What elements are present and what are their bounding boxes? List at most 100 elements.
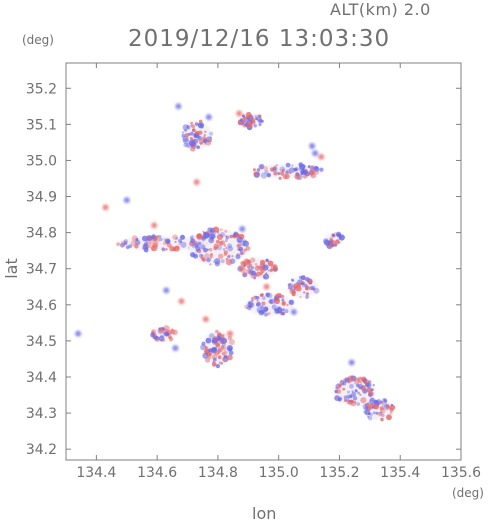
echo-speckle: [386, 403, 390, 407]
echo-speckle: [258, 123, 262, 126]
echo-speckle: [389, 404, 396, 411]
echo-speckle: [231, 255, 234, 258]
echo-speckle: [255, 271, 261, 277]
echo-speckle: [161, 326, 164, 329]
echo-region: [237, 111, 264, 131]
echo-speckle: [162, 241, 167, 246]
echo-speckle: [264, 169, 269, 174]
echo-speckle: [209, 263, 212, 266]
echo-speckle: [225, 246, 228, 250]
y-unit-label: (deg): [22, 33, 54, 47]
echo-speckle: [270, 264, 277, 271]
echo-speckle: [255, 117, 259, 121]
echo-speckle: [302, 169, 308, 175]
echo-speckle: [342, 387, 346, 391]
echo-speckle: [194, 242, 199, 248]
echo-speckle: [200, 256, 204, 260]
echo-speckle: [357, 391, 360, 395]
echo-speckle: [177, 238, 182, 243]
echo-speckle: [249, 263, 253, 267]
echo-speckle: [173, 245, 180, 252]
echo-speckle: [261, 295, 266, 301]
x-unit-label: (deg): [452, 486, 484, 500]
echo-speckle: [300, 282, 304, 286]
echo-region-base: [117, 236, 209, 251]
echo-speckle: [123, 241, 128, 246]
echo-speckle: [284, 309, 289, 314]
echo-speckle: [367, 406, 372, 411]
x-tick-label: 135.2: [319, 465, 359, 481]
echo-speckle: [263, 273, 270, 280]
echo-speckle: [260, 305, 264, 310]
isolated-echo: [202, 316, 209, 323]
echo-speckle: [291, 279, 295, 282]
echo-speckle: [304, 283, 308, 288]
echo-speckle: [186, 143, 192, 148]
echo-speckle: [267, 312, 271, 316]
echo-speckle: [192, 128, 196, 132]
echo-speckle: [199, 123, 203, 127]
echo-speckle: [116, 242, 120, 247]
echo-speckle: [194, 122, 199, 126]
echo-speckle: [364, 406, 369, 411]
echo-speckle: [340, 379, 343, 382]
echo-speckle: [214, 235, 217, 238]
echo-region: [237, 257, 278, 280]
echo-speckle: [294, 173, 301, 180]
echo-speckle: [302, 174, 308, 179]
echo-region: [333, 375, 376, 407]
echo-speckle: [390, 403, 394, 407]
echo-speckle: [244, 304, 249, 309]
echo-speckle: [270, 167, 275, 172]
echo-speckle: [302, 285, 305, 288]
echo-speckle: [154, 238, 160, 244]
echo-speckle: [161, 338, 165, 342]
echo-speckle: [223, 354, 228, 359]
echo-speckle: [289, 171, 292, 174]
echo-speckle: [203, 247, 208, 253]
echo-speckle: [227, 243, 233, 249]
echo-speckle: [220, 345, 225, 349]
isolated-echo: [151, 222, 158, 229]
echo-speckle: [298, 162, 304, 167]
echo-speckle: [201, 255, 206, 260]
echo-speckle: [331, 243, 335, 247]
y-tick-label: 34.2: [26, 442, 57, 458]
echo-speckle: [141, 235, 148, 242]
echo-speckle: [309, 165, 315, 171]
echo-speckle: [286, 303, 289, 307]
isolated-echo: [205, 114, 212, 121]
echo-speckle: [355, 383, 360, 388]
echo-region: [244, 292, 295, 317]
echo-region: [362, 397, 396, 422]
x-axis-title: lon: [252, 504, 277, 523]
y-tick-label: 34.9: [26, 190, 57, 206]
echo-speckle: [242, 273, 247, 277]
echo-speckle: [292, 290, 296, 295]
echo-speckle: [225, 259, 233, 266]
isolated-echo: [236, 110, 243, 117]
echo-speckle: [193, 253, 198, 259]
echo-speckle: [246, 116, 249, 119]
echo-speckle: [360, 397, 367, 404]
timestamp-title: 2019/12/16 13:03:30: [128, 26, 391, 52]
echo-speckle: [222, 333, 225, 337]
echo-speckle: [264, 312, 268, 317]
echo-speckle: [300, 275, 306, 281]
echo-speckle: [298, 166, 305, 172]
echo-speckle: [199, 141, 203, 145]
echo-speckle: [254, 263, 258, 266]
echo-speckle: [246, 122, 253, 129]
isolated-echo: [239, 226, 246, 233]
echo-speckle: [267, 260, 274, 267]
echo-speckle: [344, 377, 350, 383]
echo-speckle: [337, 383, 342, 388]
echo-speckle: [212, 357, 217, 362]
echo-speckle: [166, 332, 170, 336]
echo-speckle: [287, 283, 294, 289]
echo-speckle: [370, 388, 374, 392]
echo-speckle: [202, 231, 207, 236]
echo-speckle: [256, 299, 259, 302]
echo-speckle: [281, 298, 285, 302]
echo-speckle: [235, 254, 241, 260]
